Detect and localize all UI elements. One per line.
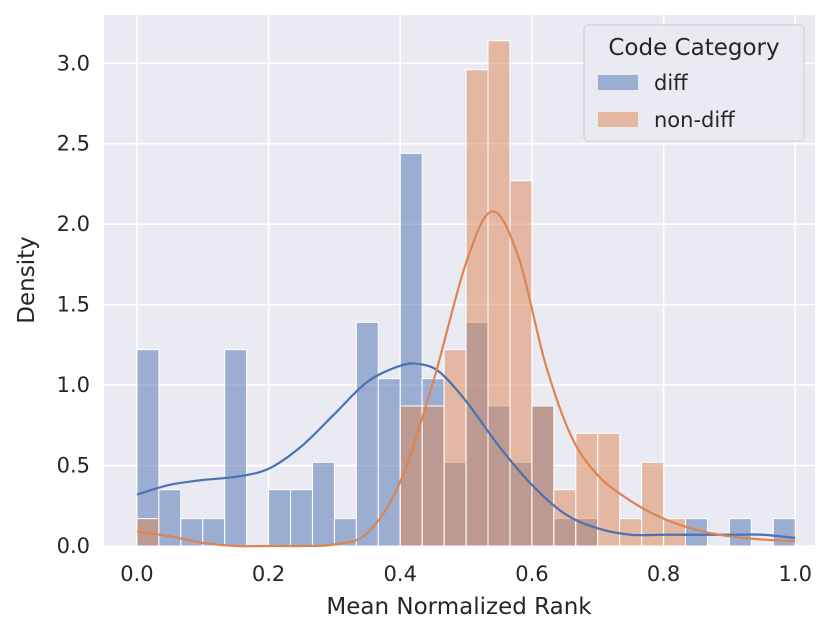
diff-bar	[136, 349, 160, 547]
y-tick-label: 3.0	[57, 51, 90, 75]
y-tick-label: 2.5	[57, 132, 90, 156]
non-diff-bar	[487, 40, 511, 547]
non-diff-bars	[136, 40, 687, 547]
diff-bar	[224, 349, 248, 547]
non-diff-bar	[465, 69, 489, 547]
non-diff-bar	[619, 518, 643, 547]
diff-kde-line	[136, 362, 796, 540]
non-diff-bar	[421, 405, 445, 547]
non-diff-bar	[509, 180, 533, 547]
legend-label-diff: diff	[654, 71, 688, 95]
x-tick-label: 0.6	[515, 562, 548, 586]
kde-curves	[136, 210, 796, 548]
y-tick-label: 2.0	[57, 212, 90, 236]
legend: Code Category diff non-diff	[583, 24, 805, 142]
diff-bar	[728, 518, 752, 547]
diff-bar	[772, 518, 796, 547]
diff-bar	[158, 489, 182, 547]
y-tick-label: 0.0	[57, 534, 90, 558]
y-tick-label: 1.0	[57, 373, 90, 397]
non-diff-bar	[641, 461, 665, 547]
diff-bar	[290, 489, 313, 547]
legend-swatch-diff	[598, 75, 638, 90]
x-tick-label: 0.2	[252, 562, 285, 586]
legend-swatch-non-diff	[598, 112, 638, 127]
x-tick-label: 0.4	[384, 562, 417, 586]
legend-title: Code Category	[608, 35, 779, 61]
diff-bar	[268, 489, 292, 547]
non-diff-bar	[597, 432, 621, 547]
non-diff-bar	[531, 405, 555, 547]
non-diff-kde-line	[136, 210, 796, 548]
legend-label-non-diff: non-diff	[654, 108, 735, 132]
x-axis-label: Mean Normalized Rank	[326, 594, 592, 620]
y-axis-label: Density	[14, 236, 40, 323]
legend-box	[583, 24, 805, 142]
x-tick-label: 1.0	[779, 562, 812, 586]
y-tick-label: 0.5	[57, 454, 90, 478]
diff-bar	[377, 378, 401, 547]
x-tick-label: 0.8	[647, 562, 680, 586]
y-tick-label: 1.5	[57, 293, 90, 317]
diff-bar	[311, 461, 335, 547]
tick-labels: 0.0 0.2 0.4 0.6 0.8 1.0 0.0 0.5 1.0 1.5 2.0 2.5 3.0	[57, 51, 812, 586]
x-tick-label: 0.0	[120, 562, 153, 586]
diff-bar	[355, 321, 379, 547]
diff-bar	[202, 518, 226, 547]
